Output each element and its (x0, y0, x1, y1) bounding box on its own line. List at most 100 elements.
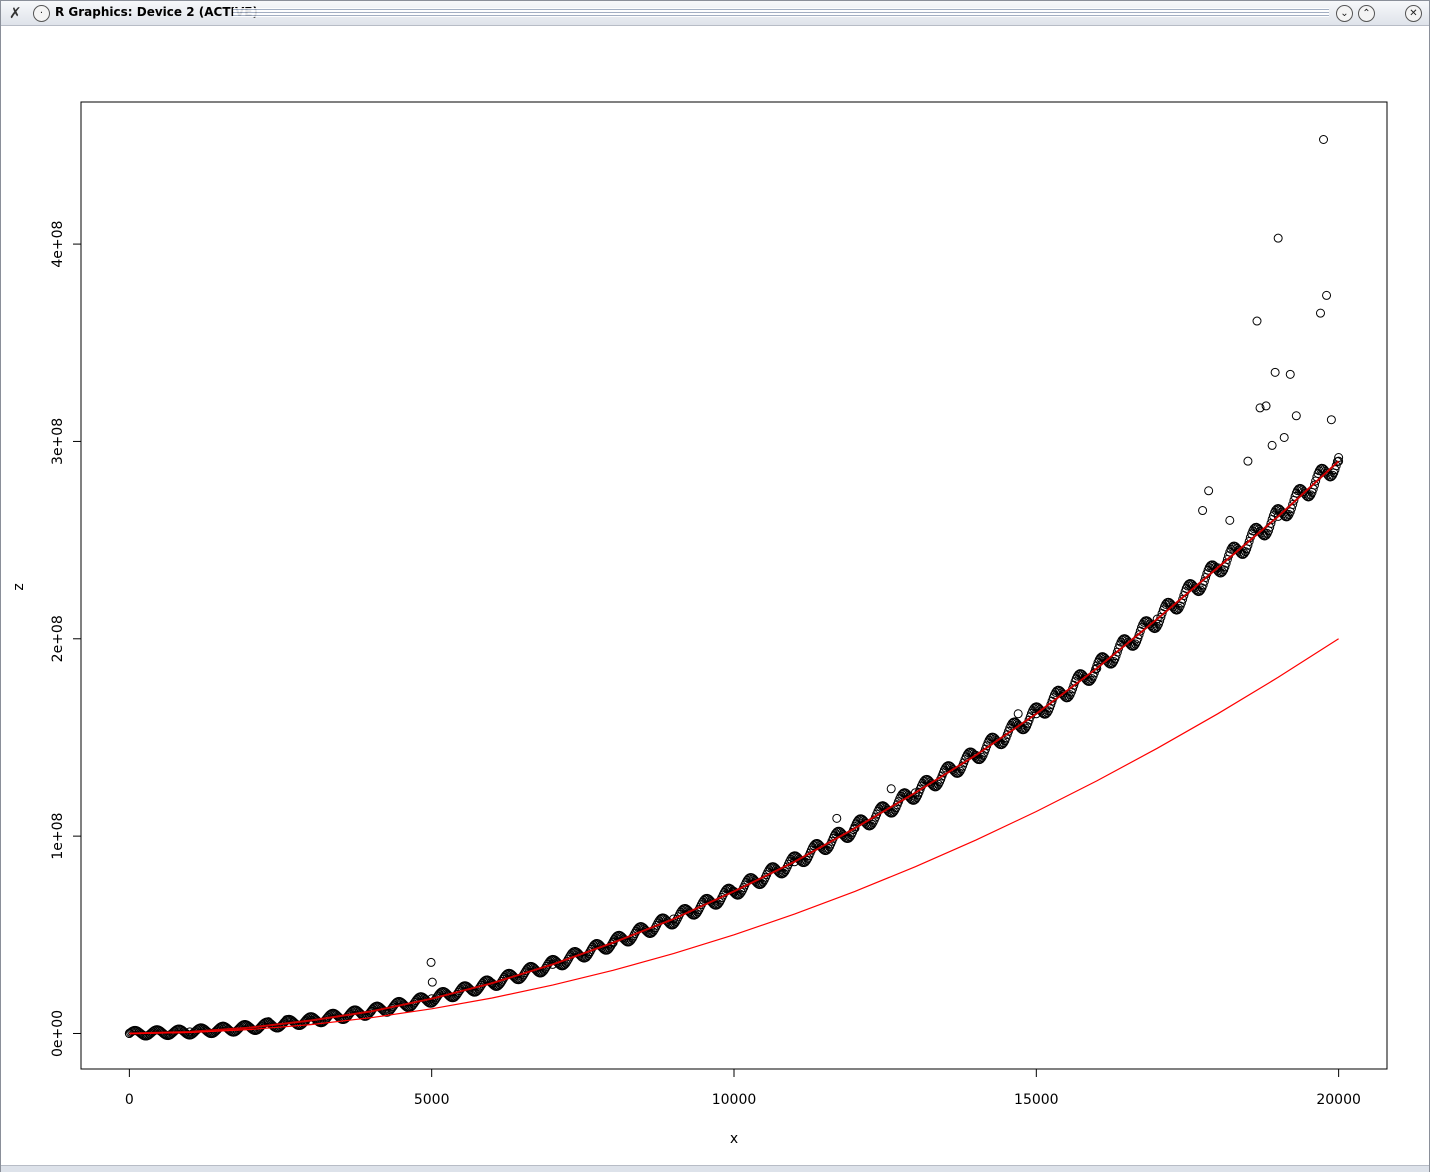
data-point (1249, 524, 1259, 534)
outlier-point (1261, 401, 1271, 411)
x-tick-label: 10000 (712, 1092, 757, 1108)
data-point (971, 750, 981, 760)
data-point (729, 886, 739, 896)
fitted-curve (129, 460, 1340, 1035)
data-point (1157, 609, 1167, 619)
outlier-point (427, 977, 437, 987)
outlier-point (886, 784, 896, 794)
data-point (910, 788, 920, 798)
data-point (1007, 718, 1017, 728)
data-point (1064, 692, 1074, 702)
y-tick-label: 1e+08 (50, 813, 66, 860)
data-point (548, 959, 558, 969)
data-point (1107, 658, 1117, 668)
scatter-plot: 0 5000 10000 15000 20000 0e+00 1e+08 2e+08 3e+0… (11, 101, 1388, 1147)
data-point (1152, 614, 1162, 624)
data-point (889, 807, 899, 817)
outlier-points (263, 134, 1336, 1027)
data-point (608, 938, 618, 948)
window-bottom-edge (1, 1165, 1429, 1172)
x-tick-label: 0 (125, 1092, 134, 1108)
data-point (1334, 456, 1344, 466)
x-tick-label: 15000 (1014, 1092, 1059, 1108)
data-point (1288, 500, 1298, 510)
maximize-icon[interactable]: ⌃ (1358, 5, 1375, 22)
outlier-point (1267, 440, 1277, 450)
data-point (1020, 723, 1030, 733)
close-icon[interactable]: ✕ (1405, 5, 1422, 22)
data-point (1086, 675, 1096, 685)
data-point (912, 793, 922, 803)
outlier-point (1225, 515, 1235, 525)
outlier-point (1279, 432, 1289, 442)
data-point (1283, 511, 1293, 521)
data-point (1239, 548, 1249, 558)
data-point (789, 857, 799, 867)
data-point (1328, 470, 1338, 480)
data-point (1196, 585, 1206, 595)
data-point (1152, 622, 1162, 632)
y-tick-label: 4e+08 (50, 221, 66, 268)
data-point (875, 802, 885, 812)
data-point (977, 752, 987, 762)
minimize-icon[interactable]: ⌄ (1336, 5, 1353, 22)
y-axis-label: z (11, 583, 27, 590)
x-logo-icon[interactable]: ✗ (9, 4, 22, 22)
data-point (1273, 511, 1283, 521)
data-point (933, 779, 943, 789)
data-point (850, 823, 860, 833)
outlier-point (1255, 403, 1265, 413)
data-point (1309, 480, 1319, 490)
data-point (823, 844, 833, 854)
data-point (487, 978, 497, 988)
outlier-point (1204, 486, 1214, 496)
data-point (1042, 708, 1052, 718)
y-tick-label: 3e+08 (50, 418, 66, 465)
outlier-point (1252, 316, 1262, 326)
outlier-point (1013, 709, 1023, 719)
data-point (1271, 505, 1281, 515)
data-point (1031, 709, 1041, 719)
outlier-point (1315, 308, 1325, 318)
data-point (845, 832, 855, 842)
title-bar-decoration (233, 8, 1329, 17)
outlier-point (832, 813, 842, 823)
plot-marks (124, 134, 1344, 1041)
outlier-point (1322, 290, 1332, 300)
window-title: R Graphics: Device 2 (ACTIVE) (55, 5, 258, 19)
data-point (669, 914, 679, 924)
title-bar[interactable]: ✗ · R Graphics: Device 2 (ACTIVE) ⌄ ⌃ ✕ (1, 1, 1429, 26)
outlier-point (1291, 411, 1301, 421)
outlier-point (1270, 367, 1280, 377)
y-tick-label: 2e+08 (50, 615, 66, 662)
data-point (313, 1016, 323, 1026)
x-tick-label: 5000 (414, 1092, 450, 1108)
x-axis-label: x (730, 1131, 738, 1147)
data-point (1139, 617, 1149, 627)
y-tick-label: 0e+00 (50, 1010, 66, 1057)
data-point (1092, 663, 1102, 673)
reference-curve (129, 638, 1339, 1035)
data-point (999, 738, 1009, 748)
outlier-point (1285, 369, 1295, 379)
outlier-point (1198, 506, 1208, 516)
outlier-point (1273, 233, 1283, 243)
data-point (1174, 603, 1184, 613)
data-point (985, 733, 995, 743)
data-point (1117, 635, 1127, 645)
data-point (955, 766, 965, 776)
outlier-point (426, 957, 436, 967)
outlier-point (1326, 415, 1336, 425)
data-point (1213, 563, 1223, 573)
y-axis: 0e+00 1e+08 2e+08 3e+08 4e+08 (50, 221, 82, 1057)
outlier-point (1319, 134, 1329, 144)
data-point (577, 952, 587, 962)
outlier-point (1243, 456, 1253, 466)
data-point (867, 819, 877, 829)
data-point (802, 855, 812, 865)
sticky-icon[interactable]: · (33, 5, 50, 22)
x-tick-label: 20000 (1316, 1092, 1361, 1108)
data-point (1261, 530, 1271, 540)
x-axis: 0 5000 10000 15000 20000 (125, 1068, 1361, 1108)
